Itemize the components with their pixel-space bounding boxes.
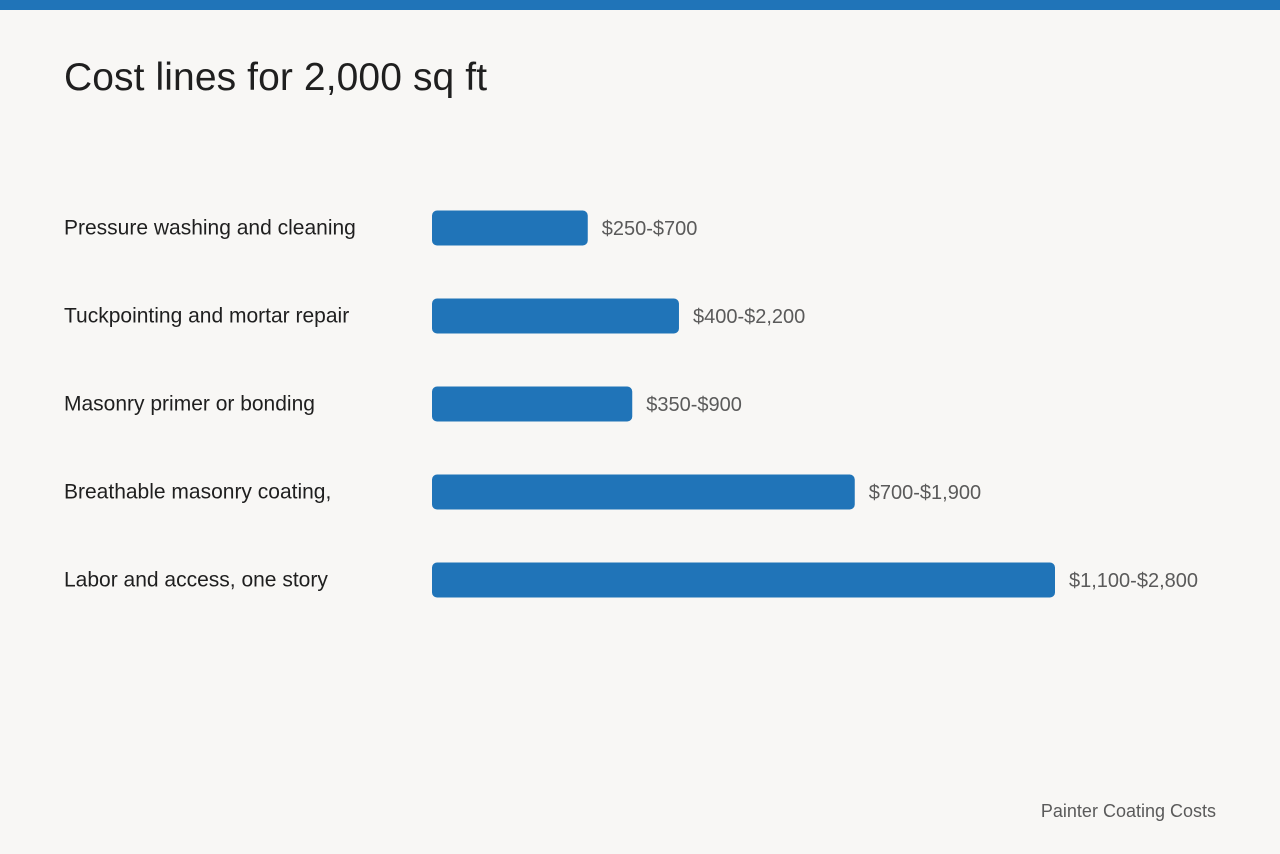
category-label: Breathable masonry coating, xyxy=(64,481,331,504)
category-label: Pressure washing and cleaning xyxy=(64,217,356,240)
category-label: Masonry primer or bonding xyxy=(64,393,315,416)
bar-value-label: $400-$2,200 xyxy=(693,306,805,328)
top-accent-bar xyxy=(0,0,1280,10)
bar-value-label: $700-$1,900 xyxy=(869,482,981,504)
bar xyxy=(432,386,633,422)
source-credit: Painter Coating Costs xyxy=(1040,801,1216,821)
chart-title: Cost lines for 2,000 sq ft xyxy=(64,56,488,99)
category-label: Labor and access, one story xyxy=(64,569,328,592)
bar-value-label: $1,100-$2,800 xyxy=(1069,570,1198,592)
bar xyxy=(432,298,679,334)
bar xyxy=(432,210,588,246)
bar xyxy=(432,474,855,510)
bar-value-label: $350-$900 xyxy=(646,394,742,416)
category-label: Tuckpointing and mortar repair xyxy=(64,305,349,328)
bar-value-label: $250-$700 xyxy=(602,218,698,240)
bar xyxy=(432,562,1055,598)
